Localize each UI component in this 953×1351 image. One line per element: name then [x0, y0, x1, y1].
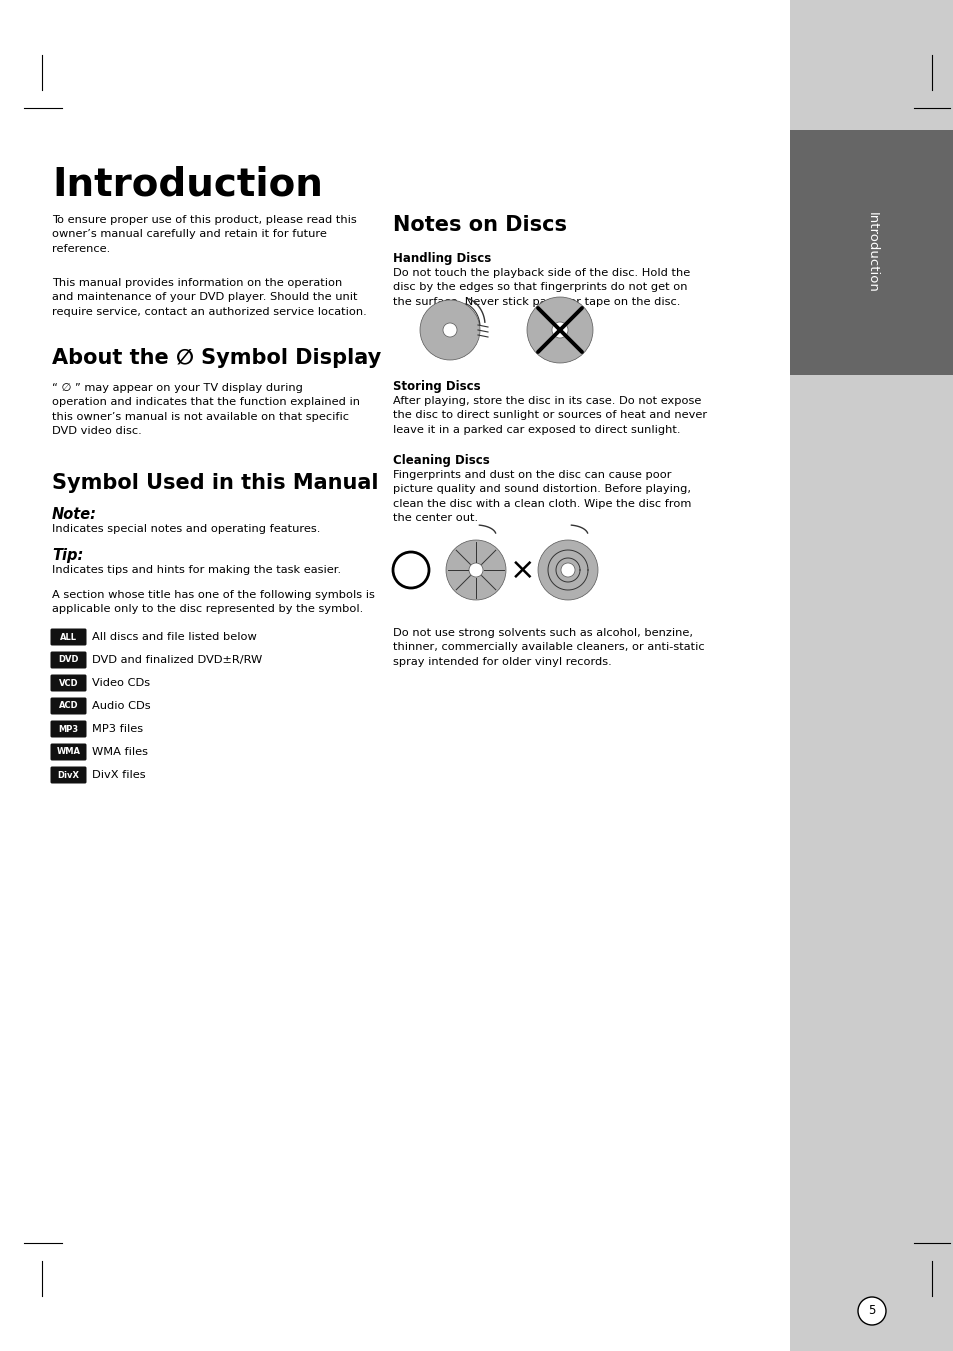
Text: MP3 files: MP3 files — [91, 724, 143, 734]
Text: Symbol Used in this Manual: Symbol Used in this Manual — [52, 473, 378, 493]
Text: Note:: Note: — [52, 507, 97, 521]
Text: Do not touch the playback side of the disc. Hold the
disc by the edges so that f: Do not touch the playback side of the di… — [393, 267, 690, 307]
Text: Indicates tips and hints for making the task easier.: Indicates tips and hints for making the … — [52, 565, 341, 576]
FancyBboxPatch shape — [51, 720, 87, 738]
Text: Introduction: Introduction — [864, 212, 878, 293]
Text: Introduction: Introduction — [52, 165, 322, 203]
Text: DivX: DivX — [57, 770, 79, 780]
Text: “ ∅ ” may appear on your TV display during
operation and indicates that the func: “ ∅ ” may appear on your TV display duri… — [52, 382, 359, 436]
Text: ACD: ACD — [59, 701, 78, 711]
Bar — [789, 130, 953, 376]
Text: Cleaning Discs: Cleaning Discs — [393, 454, 489, 467]
Text: DivX files: DivX files — [91, 770, 146, 780]
Text: Handling Discs: Handling Discs — [393, 253, 491, 265]
Text: VCD: VCD — [59, 678, 78, 688]
FancyBboxPatch shape — [51, 743, 87, 761]
FancyBboxPatch shape — [51, 628, 87, 646]
Circle shape — [537, 540, 598, 600]
Text: ALL: ALL — [60, 632, 77, 642]
Circle shape — [857, 1297, 885, 1325]
Text: WMA files: WMA files — [91, 747, 148, 757]
Text: Do not use strong solvents such as alcohol, benzine,
thinner, commercially avail: Do not use strong solvents such as alcoh… — [393, 628, 704, 667]
Circle shape — [419, 300, 479, 359]
Text: All discs and file listed below: All discs and file listed below — [91, 632, 256, 642]
Circle shape — [552, 322, 567, 338]
Text: Notes on Discs: Notes on Discs — [393, 215, 566, 235]
Circle shape — [560, 563, 575, 577]
Text: This manual provides information on the operation
and maintenance of your DVD pl: This manual provides information on the … — [52, 278, 366, 316]
Text: DVD: DVD — [58, 655, 79, 665]
Text: 5: 5 — [867, 1305, 875, 1317]
Circle shape — [526, 297, 593, 363]
Bar — [789, 0, 953, 130]
Circle shape — [469, 563, 482, 577]
Text: Indicates special notes and operating features.: Indicates special notes and operating fe… — [52, 524, 320, 534]
Text: MP3: MP3 — [58, 724, 78, 734]
Text: To ensure proper use of this product, please read this
owner’s manual carefully : To ensure proper use of this product, pl… — [52, 215, 356, 254]
Text: Video CDs: Video CDs — [91, 678, 150, 688]
Text: Audio CDs: Audio CDs — [91, 701, 151, 711]
FancyBboxPatch shape — [51, 651, 87, 669]
Text: Storing Discs: Storing Discs — [393, 380, 480, 393]
FancyBboxPatch shape — [51, 766, 87, 784]
FancyBboxPatch shape — [51, 697, 87, 715]
Bar — [789, 376, 953, 1286]
Text: ×: × — [510, 555, 536, 585]
Circle shape — [446, 540, 505, 600]
FancyBboxPatch shape — [51, 674, 87, 692]
Text: A section whose title has one of the following symbols is
applicable only to the: A section whose title has one of the fol… — [52, 590, 375, 615]
Text: Tip:: Tip: — [52, 549, 83, 563]
Text: WMA: WMA — [56, 747, 80, 757]
Bar — [789, 1286, 953, 1351]
Text: About the ∅ Symbol Display: About the ∅ Symbol Display — [52, 349, 381, 367]
Circle shape — [442, 323, 456, 336]
Text: DVD and finalized DVD±R/RW: DVD and finalized DVD±R/RW — [91, 655, 262, 665]
Text: After playing, store the disc in its case. Do not expose
the disc to direct sunl: After playing, store the disc in its cas… — [393, 396, 706, 435]
Text: Fingerprints and dust on the disc can cause poor
picture quality and sound disto: Fingerprints and dust on the disc can ca… — [393, 470, 691, 523]
